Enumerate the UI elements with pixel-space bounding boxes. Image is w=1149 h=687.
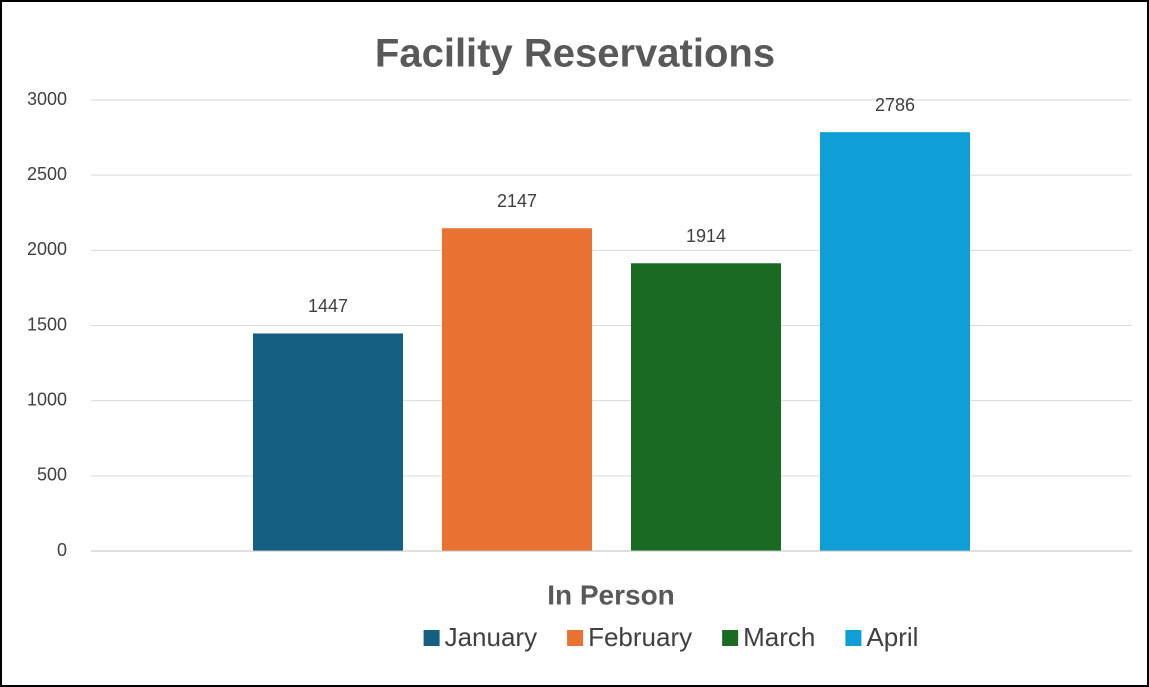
bar: [442, 228, 592, 552]
legend-label: April: [866, 622, 918, 652]
legend-label: January: [445, 622, 538, 652]
y-tick-label: 1500: [27, 314, 67, 334]
data-label: 1447: [308, 296, 348, 316]
y-tick-label: 0: [57, 540, 67, 560]
y-tick-label: 2000: [27, 239, 67, 259]
legend-label: February: [588, 622, 692, 652]
data-label: 2147: [497, 191, 537, 211]
legend-swatch: [567, 630, 584, 646]
chart-title: Facility Reservations: [375, 32, 775, 76]
bar: [253, 333, 403, 551]
y-tick-label: 2500: [27, 164, 67, 184]
y-tick-label: 3000: [27, 89, 67, 109]
legend-swatch: [423, 630, 440, 646]
data-label: 1914: [686, 226, 726, 246]
legend-label: March: [743, 622, 815, 652]
y-tick-label: 1000: [27, 389, 67, 409]
bar: [631, 263, 781, 551]
data-label: 2786: [875, 95, 915, 115]
bar: [820, 132, 970, 551]
legend-swatch: [845, 630, 862, 646]
y-tick-label: 500: [37, 465, 67, 485]
legend-swatch: [722, 630, 739, 646]
x-axis-title: In Person: [547, 579, 675, 610]
